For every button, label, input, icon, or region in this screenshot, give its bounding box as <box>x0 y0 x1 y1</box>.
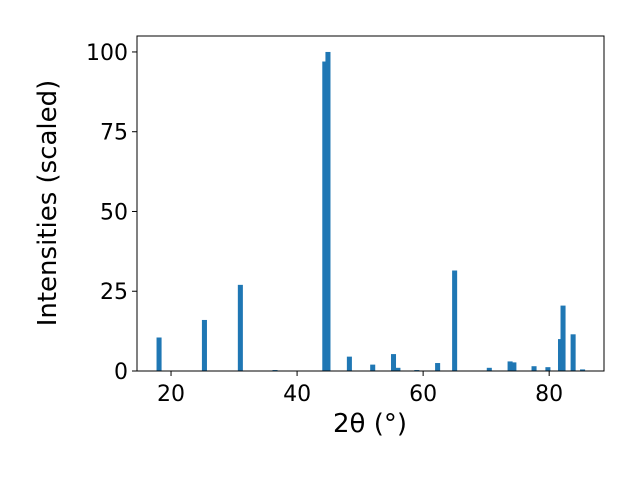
y-axis-label: Intensities (scaled) <box>33 80 63 327</box>
plot-frame <box>136 35 605 372</box>
x-tick-label: 40 <box>283 382 311 407</box>
bar <box>580 369 586 371</box>
y-tick-label: 75 <box>100 121 128 146</box>
y-tick-label: 25 <box>100 280 128 305</box>
y-tick-label: 100 <box>86 41 128 66</box>
bar <box>346 356 352 371</box>
bar <box>545 367 551 371</box>
bar <box>156 337 162 371</box>
bar <box>370 364 376 371</box>
bar <box>570 334 576 371</box>
x-tick-label: 80 <box>535 382 563 407</box>
y-tick-label: 50 <box>100 200 128 225</box>
x-tick-label: 20 <box>157 382 185 407</box>
bar <box>507 361 513 371</box>
bar <box>560 305 566 371</box>
bar <box>395 367 401 371</box>
bar <box>237 284 243 371</box>
x-axis-label: 2θ (°) <box>333 409 407 439</box>
y-tick-label: 0 <box>114 360 128 385</box>
bar <box>531 366 537 371</box>
bar <box>325 51 331 371</box>
bar <box>390 354 397 371</box>
bar <box>511 362 517 371</box>
x-tick-label: 60 <box>409 382 437 407</box>
bar <box>435 363 441 371</box>
bar <box>201 319 207 371</box>
bar <box>452 270 458 371</box>
bar <box>486 367 492 371</box>
bar <box>322 61 328 372</box>
